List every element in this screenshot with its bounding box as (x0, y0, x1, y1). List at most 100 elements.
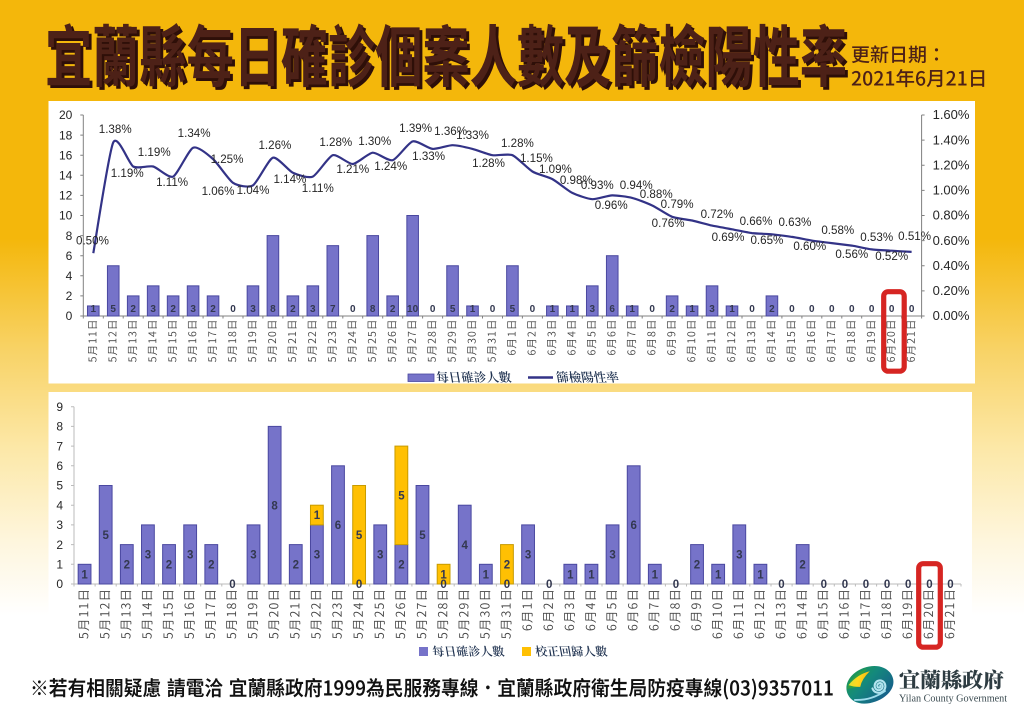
svg-text:0: 0 (869, 304, 875, 315)
svg-text:0.80%: 0.80% (933, 208, 970, 223)
svg-text:3: 3 (377, 550, 383, 562)
svg-text:3: 3 (609, 550, 615, 562)
svg-text:1.20%: 1.20% (933, 157, 970, 172)
svg-text:0.60%: 0.60% (793, 240, 826, 253)
svg-text:5: 5 (102, 530, 109, 542)
svg-text:0: 0 (440, 579, 446, 591)
svg-text:0.58%: 0.58% (821, 224, 854, 237)
svg-text:20: 20 (59, 108, 73, 122)
svg-text:1.28%: 1.28% (472, 157, 505, 170)
svg-text:2: 2 (124, 560, 130, 572)
svg-text:0: 0 (821, 579, 827, 591)
svg-text:2: 2 (390, 304, 396, 315)
svg-text:7: 7 (330, 304, 336, 315)
svg-text:0: 0 (356, 579, 362, 591)
svg-text:1.19%: 1.19% (138, 146, 171, 159)
svg-text:0: 0 (947, 579, 953, 591)
svg-text:3: 3 (187, 550, 193, 562)
svg-text:5: 5 (356, 530, 363, 542)
svg-text:1: 1 (440, 569, 447, 581)
svg-text:1.21%: 1.21% (336, 163, 369, 176)
svg-text:0.98%: 0.98% (560, 174, 593, 187)
svg-text:0.52%: 0.52% (875, 250, 908, 263)
svg-text:1.14%: 1.14% (273, 173, 306, 186)
svg-text:12: 12 (59, 189, 73, 203)
svg-text:1: 1 (629, 304, 635, 315)
svg-text:16: 16 (59, 148, 73, 162)
svg-text:3: 3 (310, 304, 316, 315)
svg-text:1.33%: 1.33% (412, 150, 445, 163)
svg-text:0: 0 (809, 304, 815, 315)
svg-text:0.60%: 0.60% (933, 233, 970, 248)
svg-text:0: 0 (909, 304, 915, 315)
svg-text:4: 4 (56, 498, 63, 512)
svg-text:3: 3 (314, 550, 320, 562)
svg-text:1.39%: 1.39% (399, 122, 432, 135)
svg-text:3: 3 (150, 304, 156, 315)
svg-text:6: 6 (335, 520, 341, 532)
svg-text:1: 1 (588, 569, 595, 581)
svg-text:3: 3 (145, 550, 151, 562)
svg-text:4: 4 (461, 540, 468, 552)
svg-text:1: 1 (652, 569, 659, 581)
svg-text:0.40%: 0.40% (933, 258, 970, 273)
svg-text:1: 1 (689, 304, 695, 315)
svg-text:8: 8 (270, 304, 276, 315)
svg-text:3: 3 (590, 304, 596, 315)
svg-text:0.88%: 0.88% (640, 188, 673, 201)
svg-text:1: 1 (91, 304, 97, 315)
svg-text:8: 8 (56, 420, 63, 434)
svg-text:1: 1 (757, 569, 764, 581)
svg-text:10: 10 (59, 209, 73, 223)
svg-text:9: 9 (56, 400, 63, 414)
svg-text:0: 0 (749, 304, 755, 315)
svg-text:0.69%: 0.69% (712, 231, 745, 244)
svg-text:1.34%: 1.34% (178, 127, 211, 140)
svg-text:0: 0 (778, 579, 784, 591)
svg-text:0.72%: 0.72% (701, 208, 734, 221)
svg-text:0: 0 (889, 304, 895, 315)
svg-text:0.96%: 0.96% (595, 199, 628, 212)
svg-text:0: 0 (430, 304, 436, 315)
svg-text:Yilan County Government: Yilan County Government (899, 694, 1007, 705)
svg-text:1: 1 (715, 569, 722, 581)
svg-text:0: 0 (504, 579, 510, 591)
svg-text:0.93%: 0.93% (581, 179, 614, 192)
svg-text:1.11%: 1.11% (302, 182, 334, 195)
svg-text:2: 2 (398, 560, 404, 572)
svg-text:0.50%: 0.50% (76, 235, 109, 248)
svg-text:7: 7 (56, 439, 63, 453)
svg-text:0: 0 (66, 309, 73, 323)
svg-text:1: 1 (56, 558, 63, 572)
svg-text:2: 2 (210, 304, 216, 315)
svg-text:1: 1 (729, 304, 735, 315)
svg-text:3: 3 (736, 550, 742, 562)
svg-text:1.40%: 1.40% (933, 132, 970, 147)
svg-text:0.76%: 0.76% (652, 217, 685, 230)
svg-text:3: 3 (56, 518, 63, 532)
svg-text:6: 6 (66, 249, 73, 263)
svg-text:0: 0 (546, 579, 552, 591)
svg-text:5: 5 (56, 479, 63, 493)
svg-text:1.28%: 1.28% (319, 136, 352, 149)
svg-text:1.24%: 1.24% (374, 160, 407, 173)
svg-text:0: 0 (649, 304, 655, 315)
svg-text:0: 0 (350, 304, 356, 315)
svg-text:2: 2 (694, 560, 700, 572)
svg-text:0.94%: 0.94% (620, 179, 653, 192)
svg-text:1: 1 (81, 569, 88, 581)
svg-text:0: 0 (849, 304, 855, 315)
svg-text:0.51%: 0.51% (898, 230, 931, 243)
svg-text:5: 5 (450, 304, 456, 315)
svg-text:0.66%: 0.66% (740, 215, 773, 228)
svg-text:2: 2 (208, 560, 214, 572)
svg-text:0.79%: 0.79% (661, 198, 694, 211)
svg-text:1.33%: 1.33% (456, 129, 489, 142)
svg-text:0: 0 (229, 579, 235, 591)
svg-text:0: 0 (926, 579, 932, 591)
svg-text:3: 3 (250, 304, 256, 315)
svg-text:0.53%: 0.53% (860, 231, 893, 244)
svg-text:5: 5 (398, 491, 405, 503)
svg-text:6: 6 (609, 304, 615, 315)
svg-text:1.38%: 1.38% (99, 123, 132, 136)
